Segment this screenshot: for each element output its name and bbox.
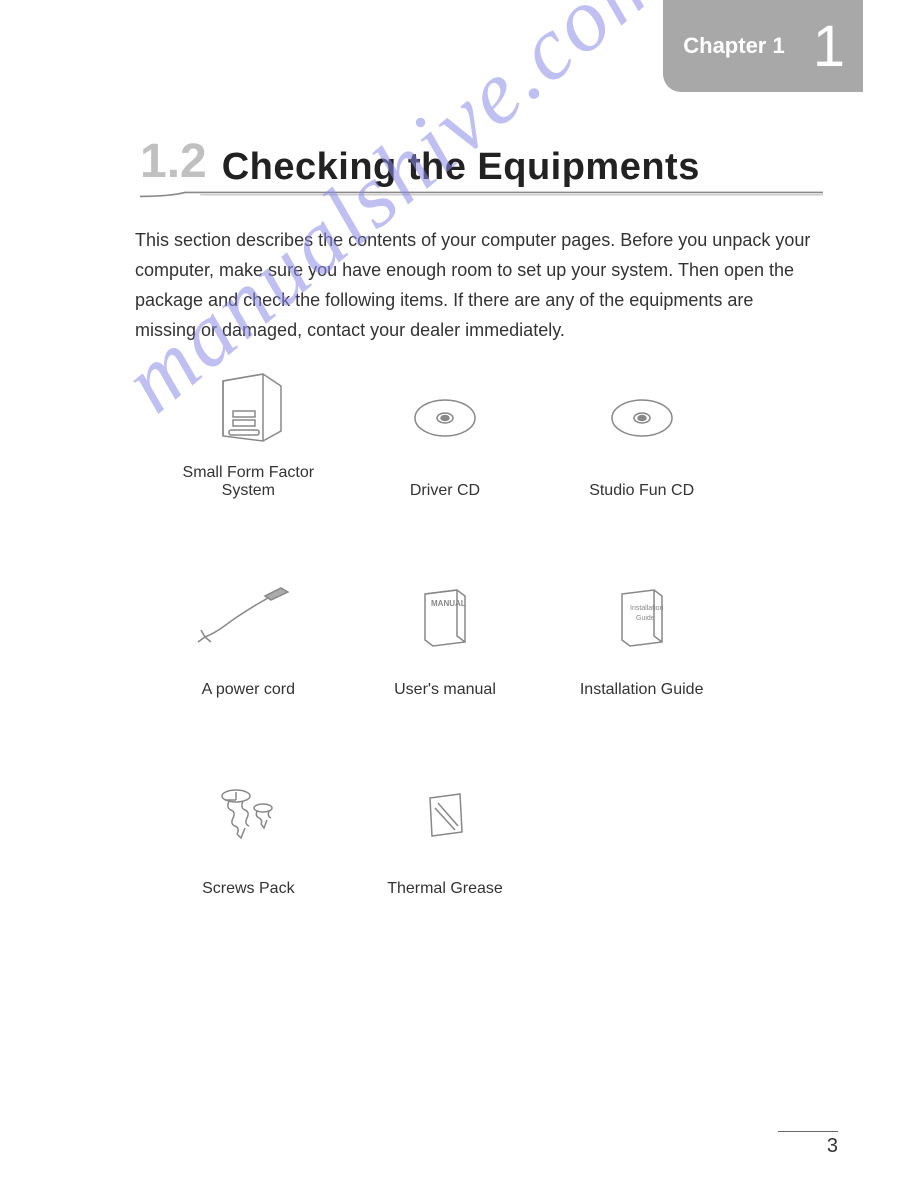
guide-icon: Installation Guide [548,564,735,669]
grease-icon [352,763,539,868]
section-underline [140,185,823,193]
body-paragraph: This section describes the contents of y… [135,225,818,345]
equipment-grid: Small Form Factor System Driver CD [155,365,735,898]
equipment-label: User's manual [394,681,496,699]
screws-icon [155,763,342,868]
svg-text:Installation: Installation [630,605,664,612]
equipment-label: Studio Fun CD [589,482,694,500]
equipment-label: Screws Pack [202,880,294,898]
equipment-label: Thermal Grease [387,880,503,898]
cd-icon [352,365,539,470]
equipment-label: Small Form Factor System [155,464,342,500]
chapter-label: Chapter 1 [683,33,784,59]
equipment-label: Driver CD [410,482,480,500]
equipment-item: Studio Fun CD [548,365,735,500]
equipment-item: Thermal Grease [352,763,539,898]
chapter-number: 1 [813,13,845,80]
sff-system-icon [155,365,342,452]
manual-icon: MANUAL [352,564,539,669]
section-header: 1.2 Checking the Equipments [140,134,823,189]
equipment-item: A power cord [155,564,342,699]
page-number: 3 [778,1131,838,1158]
equipment-item: Screws Pack [155,763,342,898]
section-title: Checking the Equipments [222,146,700,189]
svg-text:MANUAL: MANUAL [431,599,466,608]
equipment-item: Driver CD [352,365,539,500]
equipment-item: Installation Guide Installation Guide [548,564,735,699]
cd-icon [548,365,735,470]
equipment-label: A power cord [202,681,295,699]
equipment-item: MANUAL User's manual [352,564,539,699]
equipment-label: Installation Guide [580,681,704,699]
chapter-tab: Chapter 1 1 [663,0,863,92]
section-number: 1.2 [140,134,207,189]
power-cord-icon [155,564,342,669]
equipment-item: Small Form Factor System [155,365,342,500]
svg-text:Guide: Guide [636,615,655,622]
